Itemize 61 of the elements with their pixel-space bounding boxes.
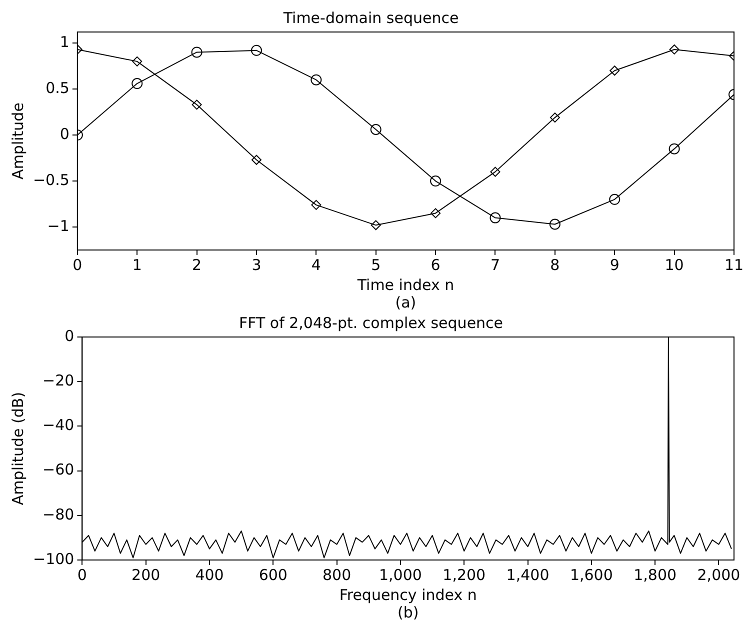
point: [132, 78, 143, 90]
y-axis-title: Amplitude (dB): [8, 392, 27, 506]
x-axis-title: Frequency index n: [339, 586, 477, 604]
x-tick-label: 9: [610, 256, 620, 274]
y-tick-label: −0.5: [32, 170, 70, 189]
point: [490, 166, 500, 177]
point: [370, 124, 382, 135]
point: [192, 100, 202, 110]
y-axis-title: Amplitude: [8, 102, 27, 180]
point: [668, 143, 680, 154]
x-tick-label: 3: [252, 256, 262, 274]
x-tick-label: 200: [132, 566, 160, 584]
x-axis-title: Time index n: [356, 276, 454, 294]
point: [310, 74, 322, 86]
x-tick-label: 0: [77, 566, 87, 584]
point: [430, 176, 442, 187]
x-tick-label: 8: [550, 256, 560, 274]
x-tick-label: 1,800: [634, 566, 677, 584]
point: [550, 112, 560, 123]
point: [370, 220, 381, 230]
y-tick-label: −40: [42, 416, 74, 434]
x-tick-label: 400: [195, 566, 224, 584]
point: [669, 44, 680, 54]
point: [610, 66, 620, 76]
y-tick-label: −20: [42, 371, 74, 390]
point: [609, 194, 620, 205]
point: [311, 200, 322, 210]
chart-title: Time-domain sequence: [282, 8, 459, 27]
y-tick-label: 0: [64, 326, 74, 345]
text: (b): [397, 603, 419, 622]
point: [490, 212, 501, 224]
x-tick-label: 1,000: [378, 566, 422, 584]
x-tick-label: 1,400: [506, 566, 550, 584]
point: [191, 46, 202, 58]
x-tick-label: 1: [132, 256, 142, 274]
x-tick-label: 2,000: [697, 566, 740, 584]
point: [430, 208, 441, 218]
x-tick-label: 10: [664, 256, 684, 274]
x-tick-label: 4: [311, 256, 321, 274]
x-tick-label: 800: [322, 566, 352, 584]
x-tick-label: 1,600: [570, 566, 613, 584]
y-tick-label: 0: [60, 124, 70, 143]
point: [250, 44, 262, 56]
y-tick-label: 1: [60, 32, 70, 51]
x-tick-label: 600: [258, 566, 288, 584]
y-tick-label: −80: [42, 505, 74, 524]
x-tick-label: 11: [724, 256, 744, 274]
text: (a): [395, 293, 416, 312]
point: [549, 218, 560, 230]
x-tick-label: 2: [192, 256, 202, 274]
x-tick-label: 5: [371, 256, 381, 274]
y-tick-label: 0.5: [46, 78, 70, 97]
point: [132, 56, 142, 66]
x-tick-label: 7: [490, 256, 500, 274]
y-tick-label: −1: [47, 216, 70, 235]
x-tick-label: 1,200: [442, 566, 486, 584]
y-tick-label: −60: [42, 460, 74, 479]
x-tick-label: 6: [430, 256, 440, 274]
chart-title: FFT of 2,048-pt. complex sequence: [238, 314, 504, 332]
y-tick-label: −100: [32, 550, 74, 568]
point: [251, 154, 262, 165]
